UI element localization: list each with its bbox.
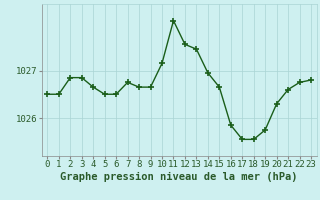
X-axis label: Graphe pression niveau de la mer (hPa): Graphe pression niveau de la mer (hPa): [60, 172, 298, 182]
